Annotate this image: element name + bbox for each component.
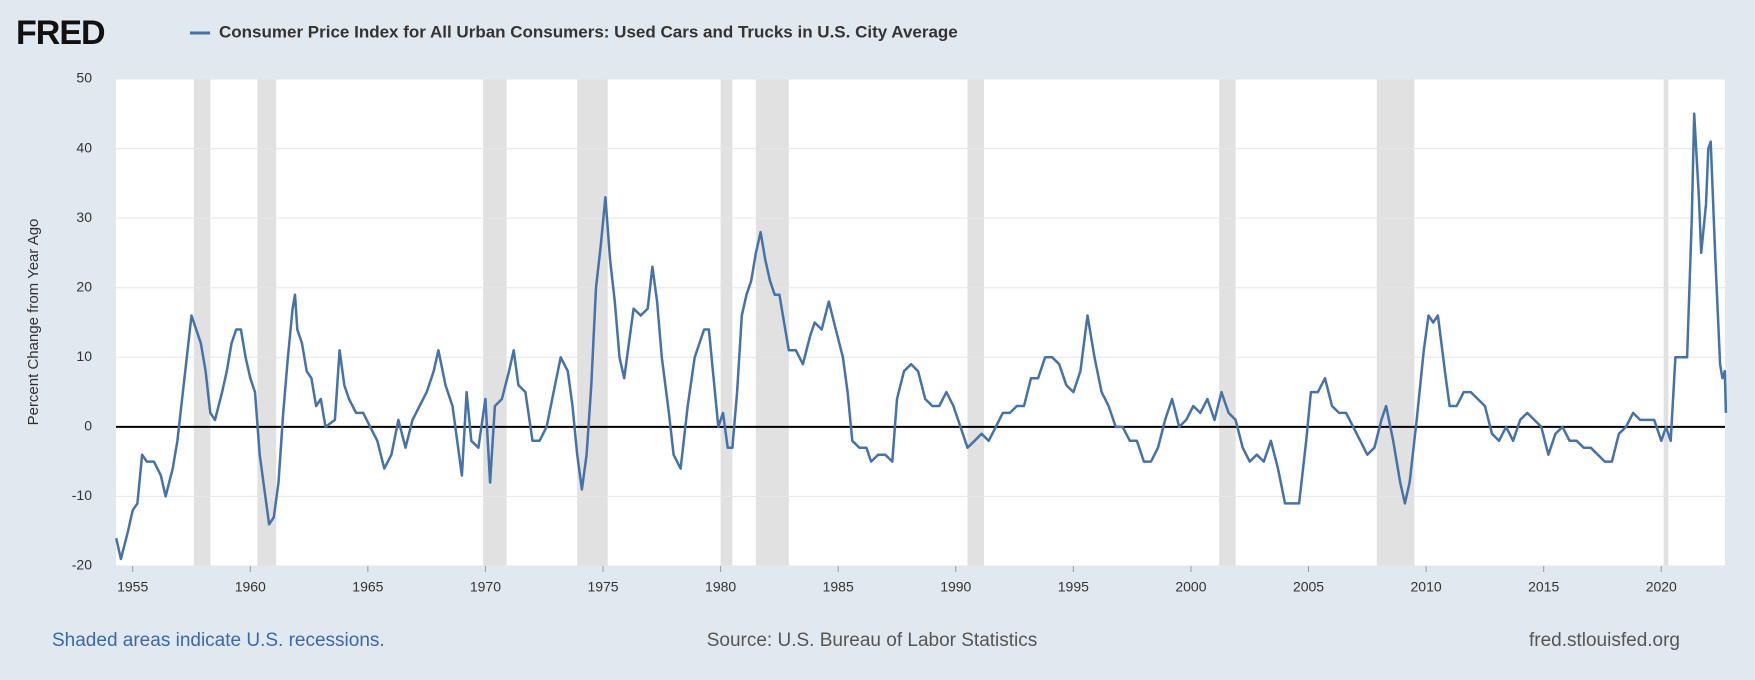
y-tick-label: 30 <box>76 209 92 225</box>
site-url: fred.stlouisfed.org <box>1529 630 1680 651</box>
recession-band <box>720 79 733 566</box>
recession-note: Shaded areas indicate U.S. recessions. <box>52 630 385 651</box>
recession-band <box>967 79 984 566</box>
y-tick-label: 20 <box>76 278 92 294</box>
recession-band <box>1219 79 1236 566</box>
x-tick-label: 1995 <box>1058 579 1089 595</box>
x-tick-label: 2015 <box>1528 579 1559 595</box>
x-tick-label: 1975 <box>587 579 618 595</box>
x-tick-label: 1980 <box>705 579 736 595</box>
recession-band <box>483 79 507 566</box>
legend-entry: Consumer Price Index for All Urban Consu… <box>219 22 958 41</box>
recession-band <box>1663 79 1669 566</box>
y-axis-label: Percent Change from Year Ago <box>25 219 42 426</box>
y-tick-label: -20 <box>72 557 92 573</box>
recession-band <box>577 79 608 566</box>
x-tick-label: 1990 <box>940 579 971 595</box>
y-tick-label: -10 <box>72 487 92 503</box>
y-tick-label: 10 <box>76 348 92 364</box>
plot-area <box>116 79 1725 566</box>
recession-band <box>193 79 211 566</box>
y-tick-label: 40 <box>76 139 92 155</box>
source: Source: U.S. Bureau of Labor Statistics <box>707 630 1038 651</box>
x-tick-label: 2000 <box>1175 579 1206 595</box>
logo: FRED <box>16 14 105 52</box>
recession-band <box>1376 79 1415 566</box>
series-line <box>114 112 1728 561</box>
x-tick-label: 1960 <box>235 579 266 595</box>
x-tick-label: 2020 <box>1646 579 1677 595</box>
y-tick-label: 0 <box>84 418 92 434</box>
x-tick-label: 1965 <box>352 579 383 595</box>
x-tick-label: 2005 <box>1293 579 1324 595</box>
x-tick-label: 1955 <box>117 579 148 595</box>
recession-band <box>257 79 277 566</box>
y-tick-label: 50 <box>76 70 92 86</box>
x-tick-label: 1970 <box>470 579 501 595</box>
x-tick-label: 1985 <box>823 579 854 595</box>
x-tick-label: 2010 <box>1411 579 1442 595</box>
